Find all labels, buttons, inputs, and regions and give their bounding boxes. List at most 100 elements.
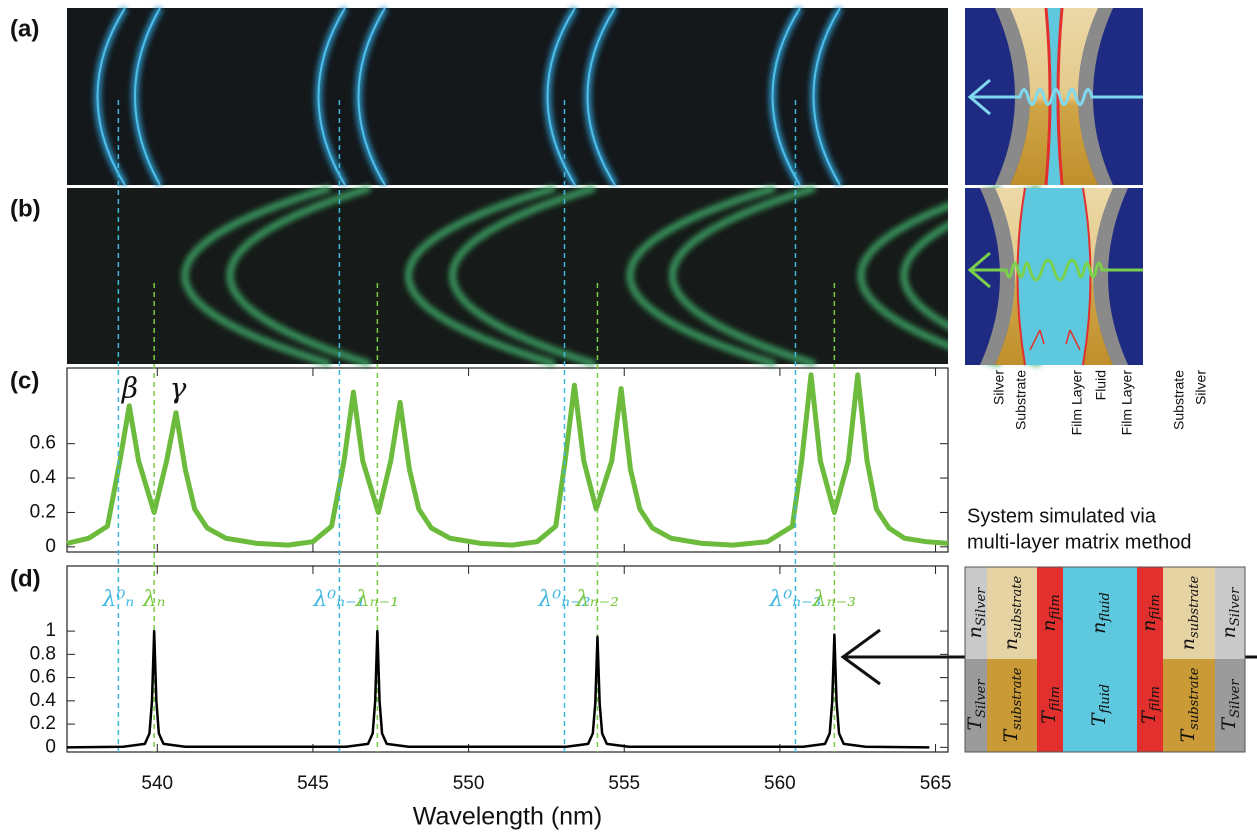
panel-label: (a) — [10, 15, 39, 42]
symbol: T — [1000, 728, 1022, 742]
marker-label: λₙ — [142, 587, 166, 612]
subscript: Silver — [1228, 679, 1243, 718]
layer-top — [1137, 567, 1163, 659]
y-tick-label: 0.2 — [30, 501, 56, 522]
marker-label: λ⁰ₙ₋₁ — [312, 587, 365, 612]
layer-top — [987, 567, 1037, 659]
plot-frame — [66, 367, 949, 553]
caption: multi-layer matrix method — [967, 531, 1192, 553]
subscript: film — [1148, 594, 1163, 620]
symbol: T — [964, 717, 986, 731]
peak-annotation: γ — [170, 372, 187, 405]
x-tick-label: 550 — [453, 773, 485, 794]
layer-symbol: TSilver — [1218, 679, 1243, 731]
layer-top — [1163, 567, 1215, 659]
y-tick-label: 0.8 — [30, 643, 56, 664]
x-tick-label: 555 — [608, 773, 640, 794]
layer-symbol: nSilver — [1218, 587, 1243, 639]
layer-label: Silver — [991, 370, 1007, 405]
diagram-b — [965, 187, 1143, 366]
peak-annotation: β — [121, 372, 138, 405]
symbol: T — [1218, 717, 1240, 731]
layer-label: Substrate — [1013, 370, 1029, 430]
layer-bottom — [1215, 659, 1245, 752]
x-tick-label: 560 — [764, 773, 796, 794]
x-axis-title: Wavelength (nm) — [413, 803, 602, 831]
caption: System simulated via — [967, 505, 1157, 527]
image-a — [67, 6, 948, 187]
marker-label: λ⁰ₙ₋₂ — [537, 587, 590, 612]
subscript: substrate — [1187, 667, 1202, 729]
y-tick-label: 0 — [45, 736, 56, 757]
layer-bottom — [1137, 659, 1163, 752]
symbol: T — [1038, 710, 1060, 724]
layer-top — [1063, 567, 1137, 659]
layer-top — [965, 567, 987, 659]
y-tick-label: 0.4 — [30, 467, 57, 488]
layer-bottom — [1163, 659, 1215, 752]
layer-bottom — [987, 659, 1037, 752]
y-tick-label: 0.6 — [30, 667, 56, 688]
diagram-a — [965, 7, 1143, 186]
subscript: substrate — [1187, 576, 1202, 638]
layer-symbol: Tfilm — [1138, 686, 1163, 724]
symbol: T — [1088, 712, 1110, 726]
layer-label: Film Layer — [1069, 370, 1085, 436]
symbol: n — [1177, 638, 1199, 650]
data-line — [66, 629, 930, 749]
y-tick-label: 0 — [45, 536, 56, 557]
symbol: n — [964, 626, 986, 638]
layer-symbol: nfluid — [1088, 592, 1113, 634]
layer-symbol: TSilver — [964, 679, 989, 731]
layer-top — [1037, 567, 1063, 659]
subscript: substrate — [1010, 576, 1025, 638]
y-tick-label: 1 — [45, 620, 56, 641]
layer-symbol: Tfilm — [1038, 686, 1063, 724]
y-tick-label: 0.6 — [30, 433, 56, 454]
layer-symbol: nSilver — [964, 587, 989, 639]
image-b — [67, 184, 1042, 368]
layer-symbol: Tsubstrate — [1177, 667, 1202, 742]
marker-label: λₙ₋₁ — [355, 587, 399, 612]
layer-symbol: nsubstrate — [1000, 576, 1025, 651]
panel-label: (d) — [10, 565, 41, 592]
layer-label: Substrate — [1171, 370, 1187, 430]
x-tick-label: 565 — [920, 773, 952, 794]
subscript: fluid — [1098, 684, 1113, 715]
layer-symbol: Tfluid — [1088, 684, 1113, 726]
marker-label: λ⁰ₙ — [102, 587, 135, 612]
layer-label: Fluid — [1093, 370, 1109, 400]
layer-symbol: nfilm — [1038, 594, 1063, 631]
layer-stack-frame — [964, 566, 1246, 753]
layer-bottom — [965, 659, 987, 752]
panel-label: (c) — [10, 367, 39, 394]
symbol: n — [1088, 622, 1110, 634]
symbol: n — [1138, 619, 1160, 631]
layer-bottom — [1063, 659, 1137, 752]
subscript: substrate — [1010, 667, 1025, 729]
symbol: n — [1218, 626, 1240, 638]
x-tick-label: 545 — [297, 773, 329, 794]
subscript: Silver — [974, 679, 989, 718]
layer-label: Film Layer — [1119, 370, 1135, 436]
subscript: Silver — [1228, 587, 1243, 626]
subscript: fluid — [1098, 592, 1113, 623]
y-tick-label: 0.2 — [30, 713, 56, 734]
marker-label: λₙ₋₂ — [575, 587, 619, 612]
layer-symbol: nfilm — [1138, 594, 1163, 631]
subscript: film — [1148, 686, 1163, 712]
symbol: T — [1177, 728, 1199, 742]
marker-label: λ⁰ₙ₋₃ — [768, 587, 821, 612]
x-tick-label: 540 — [141, 773, 173, 794]
symbol: T — [1138, 710, 1160, 724]
subscript: film — [1048, 594, 1063, 620]
subscript: film — [1048, 686, 1063, 712]
layer-symbol: Tsubstrate — [1000, 667, 1025, 742]
layer-symbol: nsubstrate — [1177, 576, 1202, 651]
layer-top — [1215, 567, 1245, 659]
symbol: n — [1038, 619, 1060, 631]
layer-bottom — [1037, 659, 1063, 752]
y-tick-label: 0.4 — [30, 690, 57, 711]
plot-frame — [66, 565, 949, 753]
